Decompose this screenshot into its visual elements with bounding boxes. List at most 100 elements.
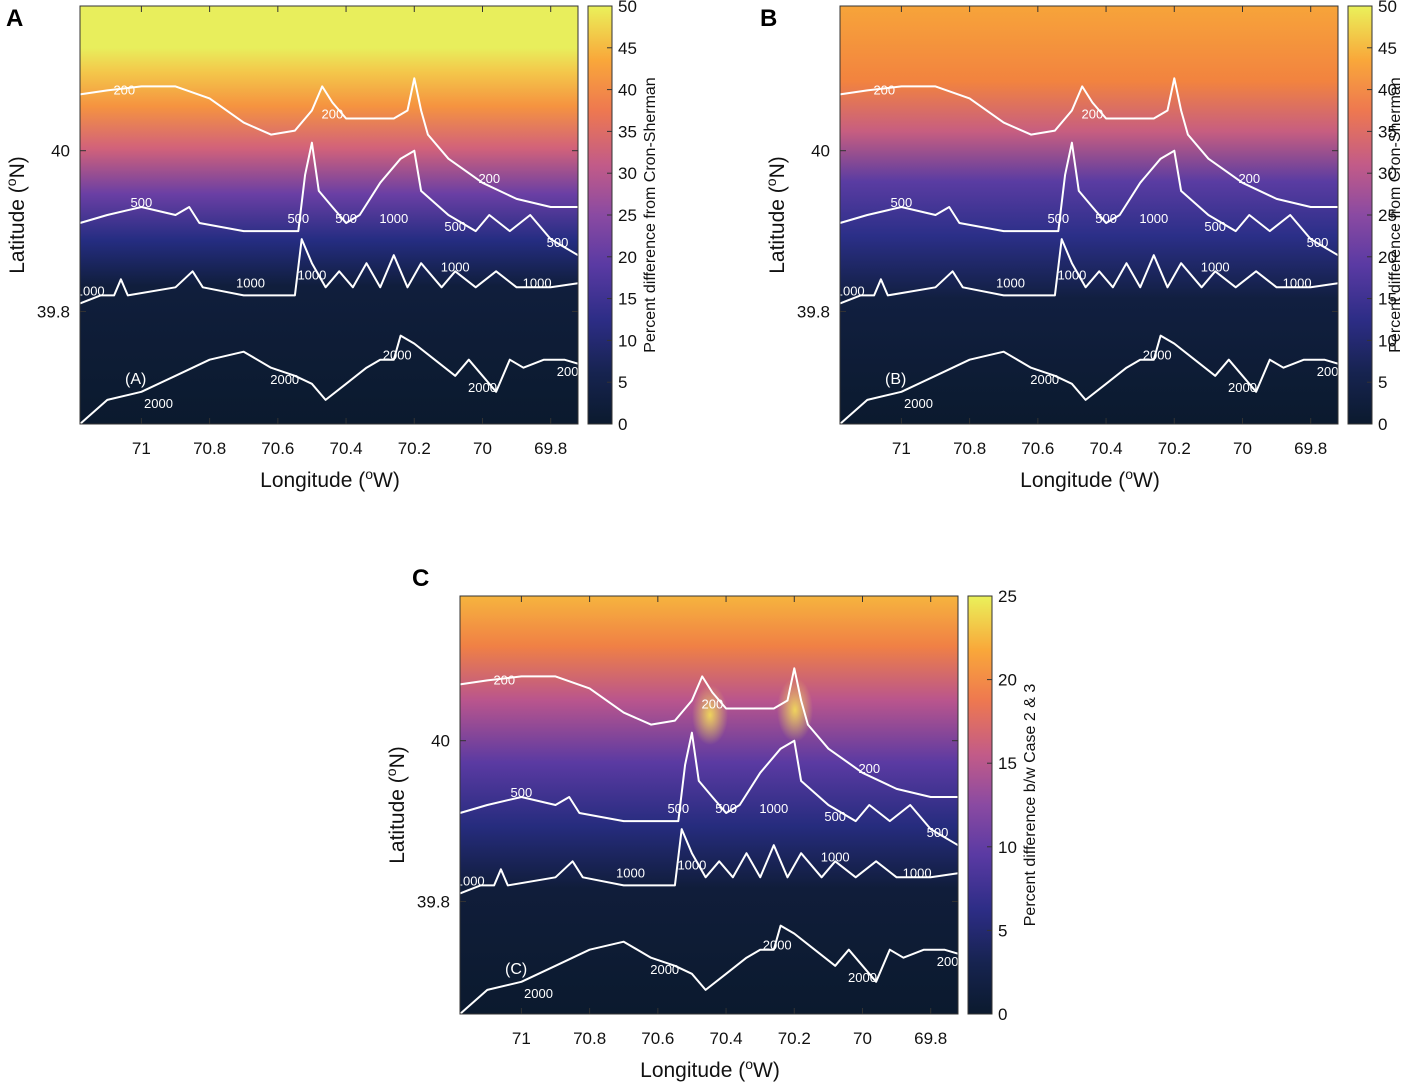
- contour-label: 2000: [848, 970, 877, 985]
- y-tick-label: 40: [431, 732, 450, 751]
- contour-line-1000: [79, 238, 579, 305]
- colorbar-tick-label: 25: [998, 587, 1017, 606]
- contour-line-500: [79, 141, 579, 257]
- contour-label: 200: [1082, 107, 1104, 122]
- contour-line-200: [839, 77, 1338, 208]
- x-tick-label: 70: [473, 439, 492, 458]
- contour-label: 500: [287, 211, 309, 226]
- contour-line-200: [79, 77, 578, 208]
- panel-c-letter: C: [412, 565, 429, 592]
- x-tick-label: 71: [892, 439, 911, 458]
- colorbar-label: Percent difference from Cron-Sherman: [1387, 77, 1404, 352]
- colorbar-tick-label: 20: [998, 671, 1017, 690]
- colorbar-tick-label: 45: [1378, 39, 1397, 58]
- colorbar-tick-label: 30: [1378, 164, 1397, 183]
- contour-label: 500: [444, 219, 466, 234]
- colorbar-tick-label: 20: [1378, 248, 1397, 267]
- axes-frame: [79, 5, 579, 425]
- x-tick-label: 70: [1233, 439, 1252, 458]
- panel-a: A 200 200 200 500 500 500 1000 500 500 1000 1000 10…: [0, 0, 700, 500]
- contour-label: 2000: [1143, 348, 1172, 363]
- contour-label: 200: [478, 171, 500, 186]
- contour-label: 200: [493, 672, 515, 687]
- x-ticks: 71 70.8 70.6 70.4 70.2 70 69.8: [512, 596, 947, 1048]
- colorbar-tick-label: 0: [618, 415, 627, 434]
- contour-label: 1000: [759, 801, 788, 816]
- contour-label: 2000: [1317, 364, 1346, 379]
- contour-label: 200: [1238, 171, 1260, 186]
- y-axis-label: Latitude (oN): [383, 746, 409, 864]
- colorbar-tick-label: 10: [618, 331, 637, 350]
- y-tick-label: 40: [811, 142, 830, 161]
- hotspot: [777, 678, 813, 742]
- panel-b: B 200 200 200 500 500 500 1000 500 500 1000 1000 10…: [760, 0, 1417, 500]
- panel-c: C 200 200 200 500 500 500 1000 500 500 1000 1000 10…: [380, 560, 1080, 1083]
- contour-label: 500: [715, 801, 737, 816]
- contour-label: 1000: [1201, 259, 1230, 274]
- contour-line-500: [459, 731, 959, 847]
- x-axis-label: Longitude (oW): [260, 466, 400, 492]
- contour-line-200: [459, 667, 958, 798]
- contour-label: 200: [858, 761, 880, 776]
- colorbar: [967, 595, 993, 1015]
- x-tick-label: 70.8: [573, 1029, 606, 1048]
- contours: [459, 667, 959, 1015]
- contour-label: 500: [511, 785, 533, 800]
- contours: [79, 77, 579, 425]
- inset-label: (A): [125, 371, 146, 388]
- contour-label: 2000: [1228, 380, 1257, 395]
- colorbar-tick-label: 40: [618, 81, 637, 100]
- panel-a-letter: A: [6, 5, 23, 32]
- colorbar-tick-label: 5: [998, 921, 1007, 940]
- colorbar-tick-label: 40: [1378, 81, 1397, 100]
- contour-label: 2000: [763, 938, 792, 953]
- y-tick-label: 39.8: [37, 302, 70, 321]
- contour-line-500: [839, 141, 1339, 257]
- contour-label: 500: [1204, 219, 1226, 234]
- contour-line-1000: [839, 238, 1339, 305]
- contour-label: 200: [322, 107, 344, 122]
- contour-line-2000: [839, 334, 1339, 425]
- contours: [839, 77, 1339, 425]
- contour-label: 1000: [441, 259, 470, 274]
- x-tick-label: 70.2: [778, 1029, 811, 1048]
- contour-label: 1000: [1283, 275, 1312, 290]
- colorbar-tick-label: 45: [618, 39, 637, 58]
- contour-label: 2000: [383, 348, 412, 363]
- colorbar-tick-label: 50: [1378, 0, 1397, 16]
- x-tick-label: 70.6: [1021, 439, 1054, 458]
- contour-label: 1000: [76, 283, 105, 298]
- contour-label: 2000: [937, 954, 966, 969]
- y-axis-label: Latitude (oN): [763, 156, 789, 274]
- x-tick-label: 71: [132, 439, 151, 458]
- inset-label: (C): [505, 961, 527, 978]
- y-tick-label: 40: [51, 142, 70, 161]
- contour-label: 1000: [456, 873, 485, 888]
- contour-label: 1000: [821, 849, 850, 864]
- x-tick-label: 70.6: [261, 439, 294, 458]
- contour-label: 500: [131, 195, 153, 210]
- colorbar-tick-label: 25: [1378, 206, 1397, 225]
- contour-line-1000: [459, 828, 959, 895]
- contour-label: 500: [824, 809, 846, 824]
- heatmap-field: [80, 6, 578, 424]
- contour-label: 500: [1307, 235, 1329, 250]
- contour-label: 500: [335, 211, 357, 226]
- colorbar-tick-label: 10: [1378, 331, 1397, 350]
- contour-label: 2000: [557, 364, 586, 379]
- contour-label: 500: [1095, 211, 1117, 226]
- x-tick-label: 70.4: [330, 439, 363, 458]
- contour-label: 2000: [144, 396, 173, 411]
- colorbar-tick-label: 35: [1378, 122, 1397, 141]
- x-tick-label: 69.8: [534, 439, 567, 458]
- colorbar-tick-label: 15: [998, 754, 1017, 773]
- contour-label: 1000: [1057, 267, 1086, 282]
- colorbar-tick-label: 15: [1378, 290, 1397, 309]
- colorbar-tick-label: 5: [618, 373, 627, 392]
- contour-label: 1000: [903, 865, 932, 880]
- colorbar-tick-label: 25: [618, 206, 637, 225]
- contour-label: 200: [113, 82, 135, 97]
- x-tick-label: 70.2: [1158, 439, 1191, 458]
